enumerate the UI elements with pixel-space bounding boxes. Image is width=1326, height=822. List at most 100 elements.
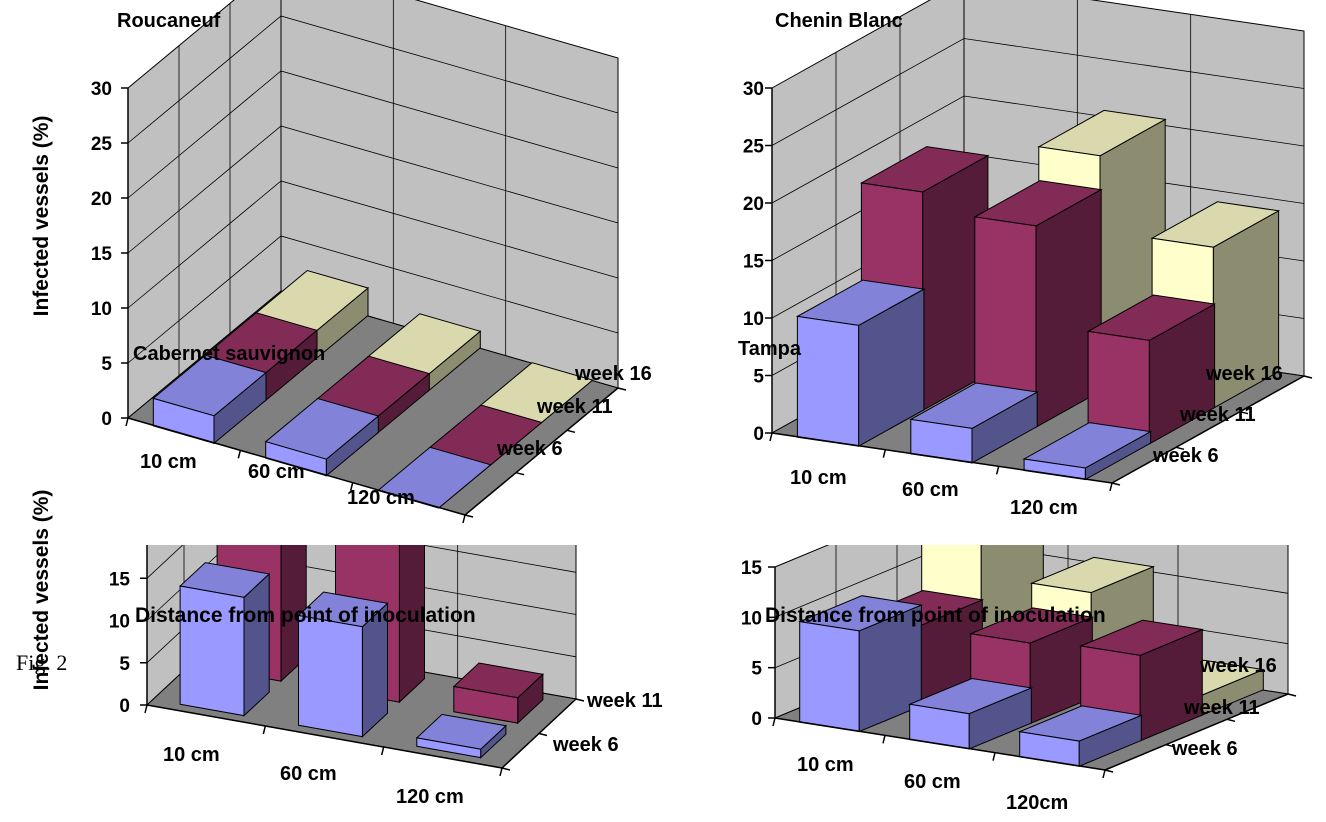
y-tick-label: 15 (109, 569, 131, 590)
y-tick-label: 10 (741, 608, 762, 629)
x-axis-line (774, 717, 1106, 771)
y-tick-label: 5 (119, 654, 130, 675)
x-tick (772, 717, 776, 727)
y-tick-label: 5 (751, 659, 762, 680)
category-label: 60 cm (248, 461, 305, 483)
chart-panel-1: 0 5 10 15 20 25 30 10 cm 60 cm 120 cm week 6 week 1… (743, 0, 1313, 519)
depth-tick (566, 429, 576, 434)
depth-axis-line (464, 387, 619, 516)
bar (297, 591, 389, 738)
chart-title: Roucaneuf (117, 10, 221, 32)
x-axis-title: Distance from point of inoculation (765, 604, 1106, 627)
y-tick-label: 20 (91, 189, 112, 210)
chart-title: Tampa (738, 338, 802, 360)
bar-side (243, 572, 270, 717)
depth-label: week 6 (496, 438, 563, 460)
depth-tick (1175, 446, 1185, 451)
depth-label: week 11 (1179, 404, 1256, 426)
x-tick (1102, 769, 1106, 779)
x-tick (237, 450, 242, 459)
depth-tick (1239, 410, 1249, 415)
depth-tick (538, 732, 548, 737)
depth-tick (575, 698, 585, 702)
y-tick-label: 15 (741, 558, 763, 579)
figure-label: Fig. 2 (16, 650, 67, 675)
x-tick (992, 752, 996, 761)
bar (1022, 422, 1153, 481)
x-tick (995, 466, 1000, 475)
bar (973, 180, 1103, 429)
chart-panel-2: 0 5 10 15 20 10 cm 60 cm 120 cm week 6 week 11 Cab… (30, 343, 663, 808)
category-label: 10 cm (790, 467, 847, 489)
x-axis-line (146, 704, 503, 769)
bar-front (298, 614, 363, 738)
chart-panel-3: 0 5 10 15 10 cm 60 cm 120cm week 6 week 11 week 1… (738, 338, 1297, 814)
category-label: 10 cm (163, 744, 220, 766)
bar-front (799, 621, 860, 733)
x-tick (125, 417, 129, 427)
y-tick-label: 20 (743, 194, 764, 215)
depth-label: week 16 (1199, 655, 1277, 677)
y-tick-label: 20 (109, 527, 130, 548)
y-tick-label: 0 (119, 696, 130, 717)
depth-label: week 6 (552, 734, 619, 756)
depth-axis-line (1104, 693, 1289, 771)
y-axis-title: Infected vessels (%) (30, 490, 53, 691)
chart-panel-0: 0 5 10 15 20 25 30 10 cm 60 cm 120 cm week 6 week 1… (30, 0, 652, 524)
x-axis-line (771, 432, 1113, 484)
y-tick-label: 30 (91, 79, 112, 100)
y-tick-label: 0 (751, 709, 762, 730)
bar-front (796, 315, 860, 447)
category-label: 120 cm (347, 487, 415, 509)
depth-tick (1165, 743, 1175, 748)
depth-label: week 16 (1205, 363, 1283, 385)
depth-label: week 11 (536, 396, 613, 418)
y-tick-label: 10 (743, 309, 764, 330)
x-axis-line (127, 417, 466, 516)
depth-tick (617, 387, 627, 391)
chart-plot-3: 0 5 10 15 (741, 545, 1297, 779)
y-tick-label: 5 (101, 354, 112, 375)
depth-tick (1226, 718, 1236, 723)
category-label: 60 cm (902, 479, 959, 501)
bar-front (416, 737, 482, 759)
y-tick-label: 15 (743, 252, 765, 273)
category-label: 120 cm (1010, 497, 1078, 519)
category-label: 120cm (1006, 792, 1068, 814)
depth-tick (1111, 482, 1121, 486)
y-tick-label: 0 (753, 424, 764, 445)
y-tick-label: 10 (109, 612, 130, 633)
depth-label: week 16 (574, 363, 652, 385)
depth-label: week 11 (586, 690, 663, 712)
category-label: 120 cm (396, 786, 464, 808)
x-tick (499, 767, 503, 777)
x-tick (262, 725, 267, 735)
bar (795, 279, 926, 448)
chart-title: Cabernet sauvignon (133, 343, 325, 365)
category-label: 60 cm (904, 771, 961, 793)
chart-plot-2: 0 5 10 15 20 (109, 527, 585, 777)
depth-tick (1104, 769, 1114, 773)
y-tick-label: 5 (753, 367, 764, 388)
category-label: 10 cm (797, 754, 854, 776)
category-label: 10 cm (140, 451, 197, 473)
x-tick (769, 432, 773, 442)
y-axis-title: Infected vessels (%) (30, 116, 53, 317)
x-tick (144, 704, 148, 714)
chart-title: Chenin Blanc (775, 10, 903, 32)
bar (1017, 705, 1144, 768)
bar-side (398, 545, 425, 704)
depth-label: week 11 (1183, 697, 1260, 719)
y-tick-label: 25 (743, 137, 765, 158)
x-tick (462, 514, 466, 524)
bar-front (453, 685, 519, 724)
x-tick (349, 482, 354, 491)
bar (264, 397, 380, 477)
depth-tick (1287, 693, 1297, 697)
bar (907, 677, 1034, 750)
y-tick-label: 30 (743, 79, 764, 100)
bar (152, 354, 268, 445)
bar (415, 713, 507, 759)
